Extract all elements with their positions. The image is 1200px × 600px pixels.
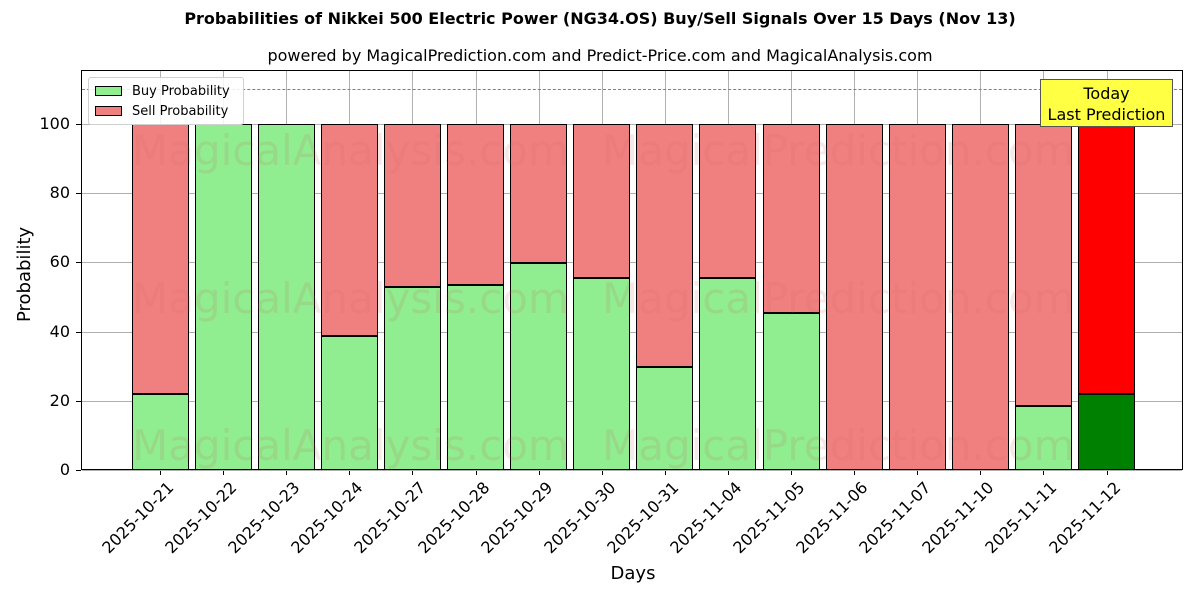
bar-buy (320, 335, 378, 470)
gridline-horizontal (82, 262, 1182, 264)
bar-buy (194, 124, 252, 470)
legend-label-sell: Sell Probability (132, 103, 229, 119)
y-tick-label: 100 (39, 114, 70, 133)
x-tick-mark (412, 470, 414, 475)
bar-sell (636, 124, 694, 367)
y-tick-label: 40 (49, 321, 70, 341)
legend-label-buy: Buy Probability (132, 83, 230, 99)
chart-subtitle: powered by MagicalPrediction.com and Pre… (267, 46, 933, 65)
bar-sell (825, 124, 883, 470)
x-tick-mark (286, 470, 288, 475)
annotation-line-1: Today (1083, 84, 1130, 103)
x-tick-mark (854, 470, 856, 475)
bar-buy (131, 394, 189, 470)
bar-buy (573, 278, 631, 470)
gridline-horizontal (82, 193, 1182, 195)
legend-swatch-buy (95, 86, 122, 96)
bar-buy (1078, 394, 1135, 470)
bar-buy (447, 284, 504, 470)
x-tick-mark (1043, 470, 1045, 475)
bar-sell (1078, 124, 1135, 395)
y-tick-mark (76, 262, 81, 264)
x-tick-mark (980, 470, 982, 475)
bar-sell (1014, 124, 1072, 406)
bar-sell (573, 124, 631, 279)
y-axis-label: Probability (14, 226, 35, 322)
x-tick-mark (917, 470, 919, 475)
bar-buy (1014, 405, 1072, 470)
x-tick-mark (538, 470, 540, 475)
bar-sell (131, 124, 189, 395)
legend-item-sell: Sell Probability (95, 102, 228, 120)
bar-sell (320, 124, 378, 336)
legend-swatch-sell (95, 106, 122, 116)
bar-buy (636, 366, 694, 470)
bar-buy (257, 124, 315, 470)
reference-line-110 (82, 89, 1182, 91)
gridline-horizontal (82, 124, 1182, 125)
x-tick-mark (601, 470, 603, 475)
y-tick-label: 80 (49, 183, 70, 203)
annotation-line-2: Last Prediction (1047, 105, 1166, 124)
bar-buy (699, 278, 757, 470)
bar-sell (447, 124, 504, 285)
x-tick-mark (223, 470, 225, 475)
bar-sell (699, 124, 757, 279)
y-tick-mark (76, 124, 81, 125)
x-tick-mark (664, 470, 666, 475)
y-tick-label: 60 (49, 252, 70, 272)
x-tick-mark (475, 470, 477, 475)
plot-area: MagicalAnalysis.comMagicalPrediction.com… (81, 70, 1183, 471)
x-tick-mark (727, 470, 729, 475)
chart-title: Probabilities of Nikkei 500 Electric Pow… (184, 9, 1016, 28)
y-tick-mark (76, 400, 81, 402)
bar-buy (383, 286, 441, 470)
legend-item-buy: Buy Probability (95, 82, 230, 100)
bar-buy (510, 262, 568, 470)
today-annotation: Today Last Prediction (1040, 79, 1173, 127)
y-tick-mark (76, 331, 81, 333)
y-tick-label: 20 (49, 390, 70, 410)
bar-sell (510, 124, 568, 263)
y-tick-mark (76, 193, 81, 195)
bar-sell (951, 124, 1009, 470)
x-tick-mark (791, 470, 792, 475)
x-tick-mark (1106, 470, 1108, 475)
y-tick-label: 0 (59, 460, 70, 479)
gridline-horizontal (82, 400, 1182, 402)
bar-sell (888, 124, 946, 470)
bar-sell (383, 124, 441, 287)
gridline-horizontal (82, 470, 1182, 471)
x-axis-label: Days (610, 563, 656, 584)
x-tick-mark (349, 470, 351, 475)
bar-buy (762, 312, 820, 470)
x-tick-mark (160, 470, 161, 475)
legend: Buy Probability Sell Probability (88, 77, 244, 125)
gridline-horizontal (82, 331, 1182, 333)
y-tick-mark (76, 470, 81, 471)
bar-sell (762, 124, 820, 313)
